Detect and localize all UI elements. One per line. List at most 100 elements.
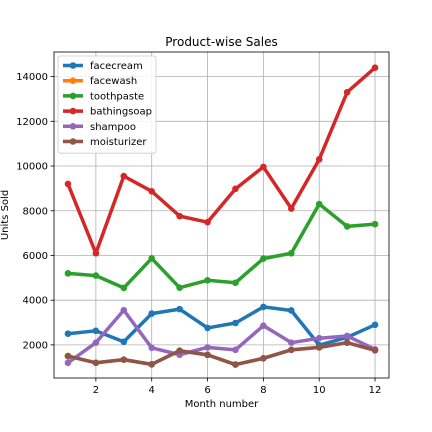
data-point-toothpaste	[315, 200, 323, 208]
x-axis-ticks: 2 4 6 8 10 12	[93, 378, 382, 396]
data-point-shampoo	[315, 334, 323, 342]
data-point-moisturizer	[232, 361, 239, 368]
data-point-facecream	[204, 324, 211, 332]
data-point-shampoo	[343, 332, 351, 340]
data-point-shampoo	[204, 344, 211, 351]
plot-area	[53, 51, 390, 379]
x-axis-label: Month number	[185, 399, 259, 410]
data-point-toothpaste	[371, 220, 379, 228]
legend-item-bathingsoap: bathingsoap	[63, 107, 152, 118]
data-point-shampoo	[120, 306, 128, 314]
data-point-bathingsoap	[287, 205, 295, 212]
legend-marker	[69, 62, 77, 69]
y-tick-label: 2000	[23, 340, 48, 351]
series-line-bathingsoap	[66, 65, 377, 255]
legend-label: facecream	[90, 61, 143, 72]
data-point-bathingsoap	[371, 64, 379, 71]
legend-item-moisturizer: moisturizer	[63, 137, 147, 148]
data-point-shampoo	[232, 346, 239, 354]
data-point-toothpaste	[176, 284, 183, 291]
data-point-facecream	[92, 327, 100, 335]
data-point-moisturizer	[64, 352, 72, 360]
data-point-moisturizer	[148, 361, 156, 368]
series-line-facecream	[66, 305, 377, 347]
y-tick-label: 10000	[16, 162, 48, 173]
data-point-facecream	[148, 310, 156, 317]
legend-item-toothpaste: toothpaste	[63, 91, 144, 102]
data-point-toothpaste	[92, 272, 100, 279]
y-tick-label: 4000	[23, 296, 48, 307]
data-point-moisturizer	[176, 347, 183, 355]
y-tick-label: 6000	[23, 251, 48, 262]
data-point-toothpaste	[148, 255, 156, 262]
legend-label: bathingsoap	[90, 107, 152, 118]
data-point-toothpaste	[260, 255, 267, 262]
data-point-moisturizer	[260, 355, 267, 362]
data-point-toothpaste	[64, 270, 72, 277]
data-point-facecream	[64, 330, 72, 338]
data-point-facecream	[120, 338, 128, 346]
data-point-toothpaste	[232, 279, 239, 287]
data-point-facecream	[287, 307, 295, 314]
data-point-bathingsoap	[64, 180, 72, 188]
data-point-toothpaste	[204, 276, 211, 284]
data-point-moisturizer	[371, 346, 379, 354]
legend-label: toothpaste	[90, 91, 144, 102]
series-line-moisturizer	[66, 340, 377, 367]
data-point-moisturizer	[315, 344, 323, 351]
legend-label: moisturizer	[90, 137, 147, 148]
data-point-bathingsoap	[120, 172, 128, 180]
legend-item-facecream: facecream	[63, 61, 143, 72]
legend-label: facewash	[90, 76, 137, 87]
data-point-bathingsoap	[204, 218, 211, 226]
series-toothpaste	[64, 200, 379, 292]
series-bathingsoap	[64, 64, 379, 257]
y-tick-label: 14000	[16, 72, 48, 83]
x-tick-label: 6	[204, 385, 210, 396]
x-tick-label: 8	[260, 385, 266, 396]
data-point-bathingsoap	[92, 249, 100, 257]
chart-title: Product-wise Sales	[165, 35, 277, 49]
data-point-bathingsoap	[260, 163, 267, 171]
data-point-facecream	[176, 305, 183, 313]
y-axis-ticks: 2000 4000 6000 8000 10000 12000 14000	[16, 72, 54, 351]
data-point-moisturizer	[92, 359, 100, 367]
data-point-shampoo	[92, 339, 100, 346]
x-tick-label: 10	[313, 385, 326, 396]
legend-marker	[69, 77, 77, 84]
data-point-bathingsoap	[148, 187, 156, 195]
data-point-facecream	[232, 319, 239, 327]
data-point-facecream	[260, 303, 267, 311]
data-point-bathingsoap	[232, 185, 239, 193]
data-point-moisturizer	[287, 346, 295, 354]
data-point-shampoo	[64, 359, 72, 367]
data-point-toothpaste	[287, 249, 295, 257]
y-tick-label: 8000	[23, 206, 48, 217]
x-tick-label: 2	[93, 385, 99, 396]
series-moisturizer	[64, 339, 379, 368]
data-point-moisturizer	[120, 356, 128, 363]
x-tick-label: 4	[149, 385, 155, 396]
series-shampoo	[64, 306, 379, 367]
legend-marker	[69, 92, 77, 100]
series-line-shampoo	[66, 308, 377, 365]
legend-marker	[69, 107, 77, 115]
data-point-facecream	[371, 321, 379, 329]
legend: facecream facewash toothpaste bathingsoap sh…	[57, 55, 157, 154]
data-point-shampoo	[260, 322, 267, 329]
legend-item-facewash: facewash	[63, 76, 137, 87]
legend-marker	[69, 138, 77, 145]
data-point-moisturizer	[204, 351, 211, 359]
data-point-toothpaste	[120, 284, 128, 292]
legend-marker	[69, 123, 77, 130]
series-lines	[64, 64, 379, 368]
data-point-bathingsoap	[343, 88, 351, 96]
series-line-toothpaste	[66, 202, 377, 290]
legend-item-shampoo: shampoo	[63, 122, 136, 133]
x-tick-label: 12	[369, 385, 382, 396]
y-tick-label: 12000	[16, 117, 48, 128]
data-point-shampoo	[148, 344, 156, 352]
legend-label: shampoo	[90, 122, 136, 133]
data-point-shampoo	[287, 339, 295, 346]
